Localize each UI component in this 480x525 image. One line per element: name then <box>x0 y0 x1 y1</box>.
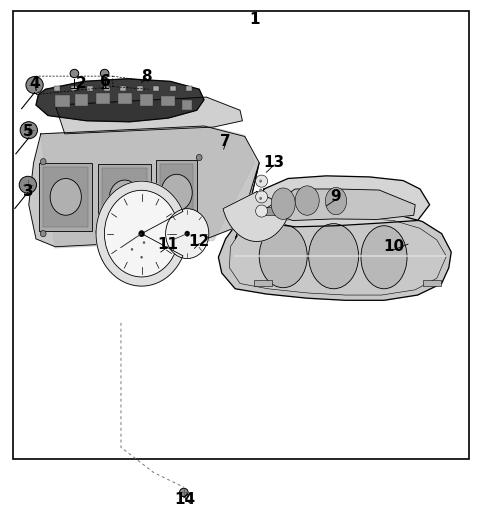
Ellipse shape <box>256 191 268 203</box>
Polygon shape <box>235 163 259 239</box>
Text: 14: 14 <box>174 492 195 507</box>
Bar <box>254 280 272 286</box>
Text: 12: 12 <box>189 234 210 249</box>
Ellipse shape <box>361 226 407 289</box>
Ellipse shape <box>259 197 262 200</box>
Bar <box>156 160 197 226</box>
Bar <box>186 86 192 91</box>
Ellipse shape <box>20 122 37 139</box>
Ellipse shape <box>19 176 36 193</box>
Bar <box>39 163 92 231</box>
Bar <box>153 86 159 91</box>
Polygon shape <box>266 189 415 220</box>
Ellipse shape <box>325 187 347 215</box>
Bar <box>263 207 275 215</box>
Ellipse shape <box>196 154 202 161</box>
Ellipse shape <box>309 224 359 289</box>
Polygon shape <box>254 176 430 227</box>
Bar <box>13 10 469 459</box>
Ellipse shape <box>104 191 179 277</box>
Polygon shape <box>223 192 290 242</box>
Bar <box>54 86 60 91</box>
Bar <box>423 280 441 286</box>
Ellipse shape <box>109 180 140 217</box>
Bar <box>98 164 151 232</box>
Bar <box>75 94 88 106</box>
Bar <box>170 86 176 91</box>
Ellipse shape <box>259 225 307 288</box>
Bar <box>182 100 192 110</box>
Text: 9: 9 <box>331 190 341 204</box>
Bar <box>120 86 127 91</box>
Bar <box>55 95 70 107</box>
Bar <box>102 168 147 228</box>
Polygon shape <box>36 79 204 122</box>
Ellipse shape <box>271 188 295 219</box>
Bar <box>71 86 77 91</box>
Ellipse shape <box>295 186 319 215</box>
Bar <box>104 86 110 91</box>
Ellipse shape <box>256 205 268 217</box>
Ellipse shape <box>180 488 188 497</box>
Ellipse shape <box>96 229 101 235</box>
Ellipse shape <box>161 174 192 211</box>
Polygon shape <box>96 181 183 286</box>
Text: 4: 4 <box>29 77 40 91</box>
Ellipse shape <box>143 241 145 244</box>
Text: 2: 2 <box>76 77 87 91</box>
Bar <box>160 164 193 222</box>
Bar <box>140 94 153 106</box>
Text: 3: 3 <box>23 184 33 199</box>
Bar <box>96 93 110 104</box>
Text: 8: 8 <box>141 69 152 83</box>
Ellipse shape <box>139 230 144 237</box>
Ellipse shape <box>185 231 190 236</box>
Text: 5: 5 <box>23 124 33 139</box>
Polygon shape <box>29 126 259 247</box>
Ellipse shape <box>26 77 43 93</box>
Ellipse shape <box>100 69 109 78</box>
Ellipse shape <box>140 256 143 259</box>
Polygon shape <box>55 97 242 134</box>
Text: 10: 10 <box>383 239 404 254</box>
Bar <box>87 86 94 91</box>
Ellipse shape <box>256 175 268 187</box>
Ellipse shape <box>196 218 202 225</box>
Bar <box>161 96 175 106</box>
Ellipse shape <box>166 208 209 259</box>
Ellipse shape <box>70 69 79 78</box>
Text: 7: 7 <box>220 134 231 149</box>
Text: 11: 11 <box>157 237 179 251</box>
Ellipse shape <box>259 188 262 192</box>
Ellipse shape <box>131 248 133 251</box>
Ellipse shape <box>50 178 82 215</box>
Ellipse shape <box>259 180 262 183</box>
Text: 6: 6 <box>100 74 111 89</box>
Polygon shape <box>41 126 254 248</box>
Bar <box>43 167 88 227</box>
Ellipse shape <box>148 224 154 230</box>
Text: 13: 13 <box>263 155 284 170</box>
Ellipse shape <box>40 159 46 165</box>
Ellipse shape <box>40 230 46 237</box>
Polygon shape <box>218 211 451 300</box>
Bar <box>137 86 143 91</box>
Text: 1: 1 <box>249 13 260 27</box>
Bar <box>118 93 132 104</box>
